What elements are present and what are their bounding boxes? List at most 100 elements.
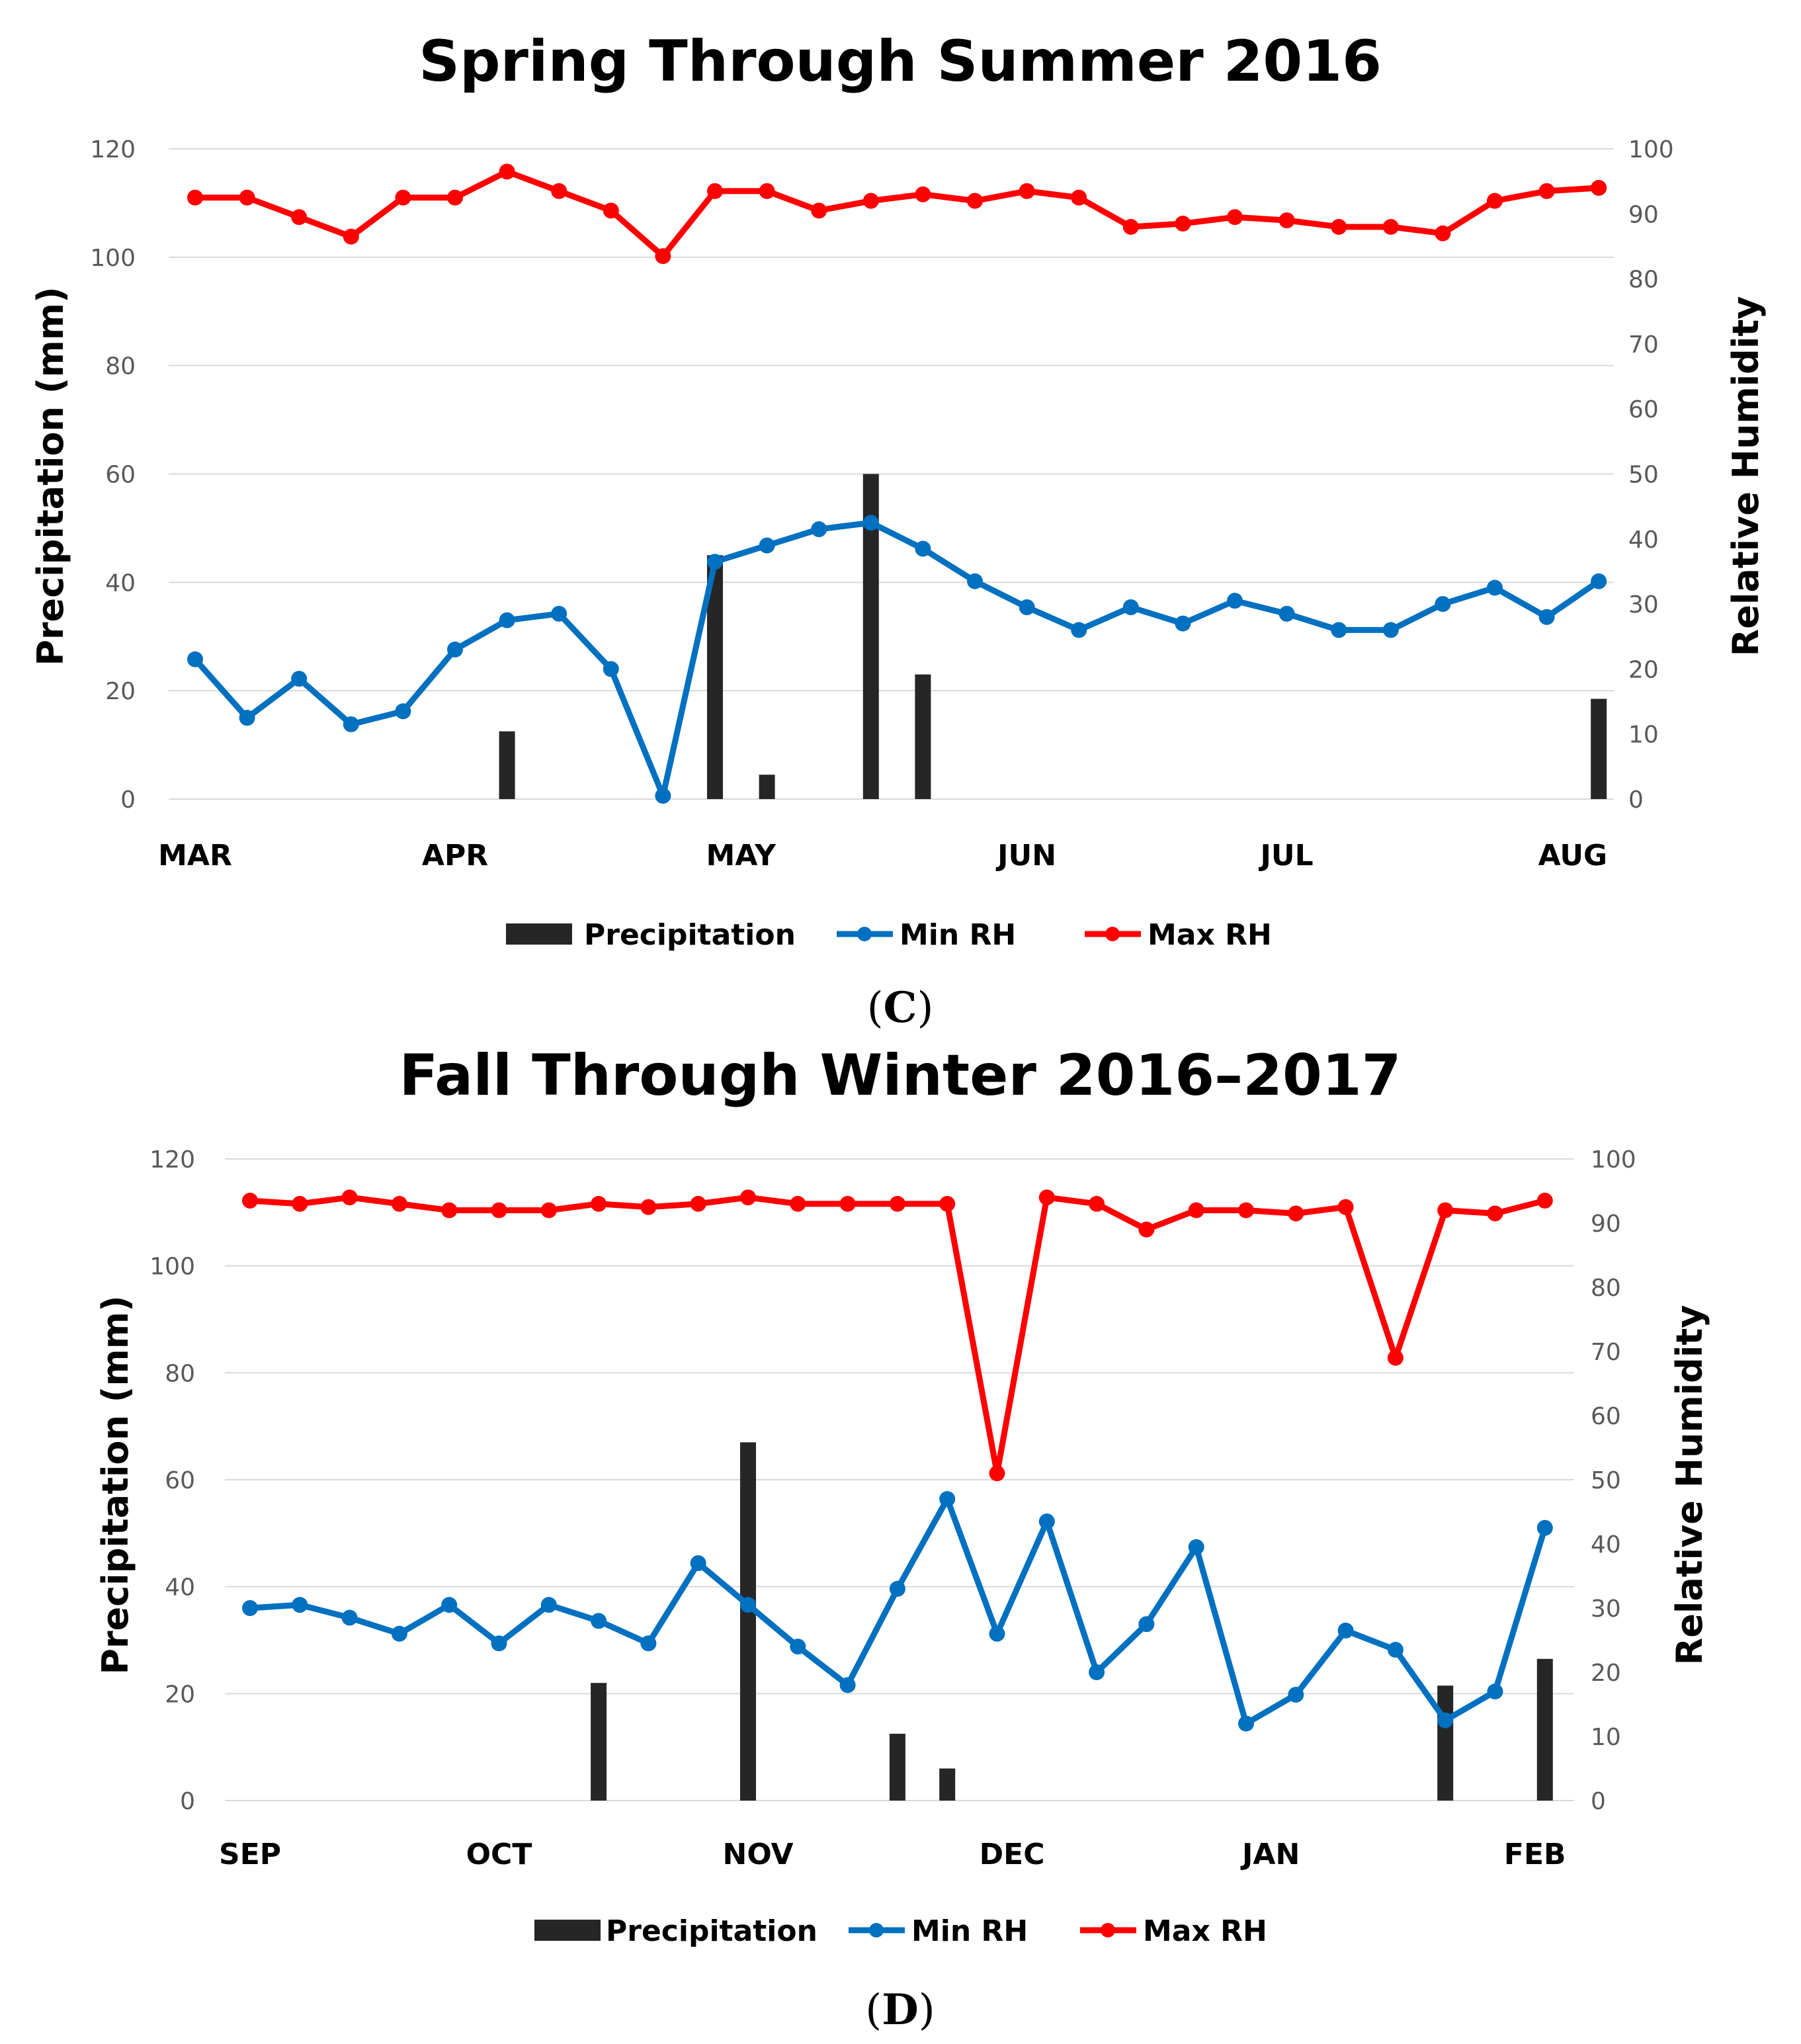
legend: Precipitation Min RH Max RH [534,1914,1267,1948]
legend-precipitation-swatch [534,1920,601,1941]
y2-tick-label: 100 [1591,1146,1636,1173]
chart-spring-summer-2016: Spring Through Summer 2016 0 20 40 60 80 100 1… [30,28,1767,1033]
min-rh-line [249,1496,1548,1727]
chart-fall-winter-2016-2017: Fall Through Winter 2016–2017 0 20 40 60 80 1… [95,1043,1710,2035]
min-rh-point [499,612,515,628]
min-rh-point [862,515,879,531]
min-rh-point [707,554,723,570]
min-rh-point [1382,622,1399,638]
x-axis-months: SEP OCT NOV DEC JAN FEB [219,1838,1566,1871]
max-rh-point [839,1195,856,1212]
min-rh-point [242,1600,258,1616]
right-y-axis-ticks: 0 10 20 30 40 50 60 70 80 90 100 [1628,136,1674,814]
max-rh-point [341,1189,358,1206]
y2-tick-label: 0 [1628,787,1644,814]
min-rh-point [603,661,619,677]
min-rh-point [1278,605,1295,622]
max-rh-point [591,1195,607,1212]
y-tick-label: 100 [149,1254,195,1281]
min-rh-point [1536,1519,1553,1536]
y-tick-label: 120 [90,136,136,163]
legend-min-rh-marker [869,1923,884,1938]
max-rh-point [395,189,411,206]
y2-tick-label: 80 [1591,1275,1621,1302]
y-tick-label: 20 [165,1681,195,1708]
min-rh-point [1175,615,1191,632]
chart-title: Spring Through Summer 2016 [419,28,1382,95]
y-tick-label: 40 [165,1574,195,1601]
precipitation-bars [591,1442,1553,1801]
y2-tick-label: 40 [1628,527,1659,554]
max-rh-point [1038,1189,1055,1206]
min-rh-point [790,1639,806,1655]
min-rh-point [343,716,359,732]
max-rh-point [1487,1205,1503,1222]
min-rh-point [239,710,255,726]
max-rh-point [603,202,619,219]
max-rh-point [989,1465,1005,1482]
x-month-label: JAN [1240,1838,1300,1871]
max-rh-point [239,189,255,206]
y2-tick-label: 90 [1591,1211,1621,1238]
y-tick-label: 100 [90,245,136,272]
min-rh-point [1188,1539,1204,1555]
legend-max-rh-marker [1105,927,1120,941]
right-y-axis-ticks: 0 10 20 30 40 50 60 70 80 90 100 [1591,1146,1636,1815]
legend-min-rh-marker [857,927,872,941]
min-rh-point [491,1635,507,1652]
max-rh-point [655,248,671,265]
y2-tick-label: 10 [1628,722,1659,749]
min-rh-point [591,1613,607,1629]
precipitation-bar [499,731,515,799]
max-rh-line [195,168,1599,259]
min-rh-point [1337,1622,1354,1639]
x-month-label: APR [422,839,488,873]
min-rh-point [839,1677,856,1693]
max-rh-point [1288,1205,1304,1222]
precipitation-bar [740,1442,756,1801]
max-rh-point [1122,218,1139,235]
panel-label: (D) [865,1985,935,2035]
max-rh-point [447,189,463,206]
legend-min-rh-label: Min RH [911,1914,1028,1948]
max-rh-point [740,1189,756,1206]
max-rh-point [939,1195,956,1212]
y2-axis-label: Relative Humidity [1725,296,1767,657]
precipitation-bar [1437,1685,1454,1801]
y-tick-label: 20 [105,678,136,705]
y2-tick-label: 30 [1628,591,1659,618]
min-rh-point [967,573,983,589]
min-rh-point [655,788,671,804]
min-rh-point [811,521,827,538]
min-rh-point [292,1597,308,1613]
min-rh-point [1331,622,1347,638]
min-rh-point [889,1580,905,1597]
min-rh-line [192,519,1601,799]
min-rh-point [1071,622,1087,638]
y-tick-label: 60 [105,462,136,489]
legend: Precipitation Min RH Max RH [506,918,1272,952]
y-tick-label: 40 [105,570,136,597]
min-rh-point [1487,579,1503,596]
y2-tick-label: 30 [1591,1596,1621,1623]
max-rh-point [1591,179,1607,196]
min-rh-point [759,537,775,554]
y2-tick-label: 50 [1628,462,1659,489]
max-rh-point [1089,1195,1105,1212]
y-tick-label: 120 [149,1146,195,1173]
min-rh-point [1591,573,1607,589]
max-rh-point [1435,225,1451,241]
min-rh-point [1288,1686,1304,1703]
min-rh-point [989,1625,1005,1642]
legend-max-rh-label: Max RH [1148,918,1272,952]
min-rh-point [1038,1513,1055,1530]
x-month-label: AUG [1538,839,1608,873]
y2-tick-label: 80 [1628,267,1659,294]
min-rh-point [690,1555,706,1572]
min-rh-point [291,671,308,687]
min-rh-point [341,1609,358,1626]
min-rh-point [1227,593,1243,609]
max-rh-point [1437,1202,1454,1218]
max-rh-point [690,1195,706,1212]
